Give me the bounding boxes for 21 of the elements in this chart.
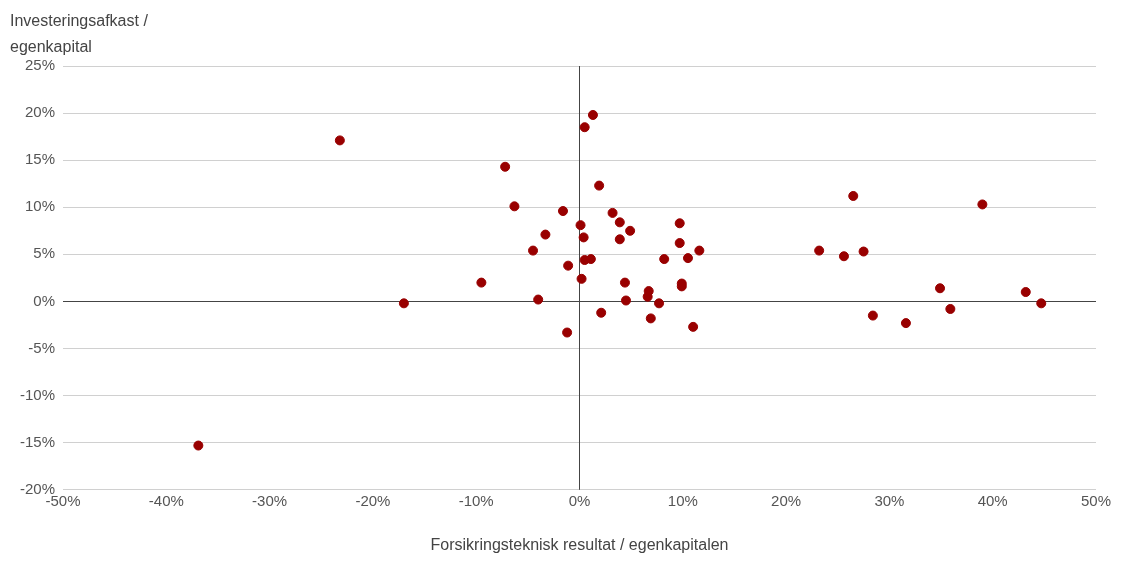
y-tick-label: 15% xyxy=(24,150,56,168)
y-tick-label: 25% xyxy=(24,56,56,74)
y-tick-label: 0% xyxy=(33,291,56,309)
y-tick-label: -5% xyxy=(28,338,56,356)
y-tick-label: 5% xyxy=(33,244,56,262)
x-tick-label: -20% xyxy=(355,491,391,509)
y-tick-label: -15% xyxy=(19,432,56,450)
y-tick-label: 10% xyxy=(24,197,56,215)
x-tick-label: 50% xyxy=(1080,491,1112,509)
x-tick-label: 0% xyxy=(568,491,591,509)
x-tick-label: 20% xyxy=(771,491,802,509)
x-axis-title: Forsikringsteknisk resultat / egenkapitalen xyxy=(430,535,729,553)
x-tick-label: -40% xyxy=(148,491,184,509)
x-tick-label: 10% xyxy=(667,491,698,509)
x-tick-label: 40% xyxy=(977,491,1008,509)
y-tick-label: 20% xyxy=(24,103,56,121)
x-tick-label: -30% xyxy=(252,491,288,509)
y-axis-title: Investeringsafkast / egenkapital xyxy=(10,12,148,55)
x-tick-label: 30% xyxy=(874,491,905,509)
y-tick-label: -10% xyxy=(19,385,56,403)
x-tick-label: -10% xyxy=(458,491,494,509)
